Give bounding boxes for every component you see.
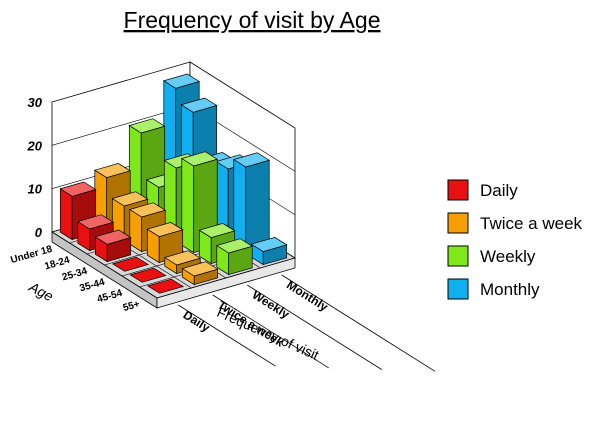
legend-item: Daily	[447, 179, 518, 201]
bar	[250, 237, 288, 266]
bar	[215, 238, 254, 276]
age-category-label: 18-24	[43, 255, 71, 273]
chart-bars	[59, 73, 288, 294]
bar	[146, 278, 185, 294]
z-tick-label: 30	[28, 95, 43, 110]
frequency-tick-label: Daily	[181, 308, 213, 335]
frequency-leader-line	[247, 284, 383, 370]
bar	[232, 152, 271, 255]
legend: Daily Twice a week Weekly Monthly	[447, 179, 583, 300]
legend-swatch	[447, 278, 469, 300]
bar	[94, 229, 132, 263]
z-tick-label: 10	[28, 182, 43, 197]
chart-title: Frequency of visit by Age	[124, 7, 381, 33]
age-category-label: 45-54	[96, 288, 124, 306]
frequency-axis-label: Frequency of visit	[215, 304, 322, 363]
legend-label: Monthly	[480, 280, 540, 299]
legend-item: Monthly	[447, 278, 540, 300]
z-tick-label: 0	[35, 225, 43, 240]
bar	[180, 151, 219, 254]
legend-label: Twice a week	[480, 214, 583, 233]
legend-swatch	[447, 212, 469, 234]
age-category-label: 25-34	[61, 266, 89, 284]
floor-side-edge	[156, 257, 296, 309]
frequency-leader-line	[212, 294, 329, 369]
frequency-leader-line	[178, 304, 276, 367]
z-tick-label: 20	[27, 138, 43, 153]
bar	[181, 261, 219, 286]
frequency-leader-line	[281, 274, 436, 372]
legend-item: Twice a week	[447, 212, 583, 234]
bar	[111, 256, 150, 272]
legend-swatch	[447, 179, 469, 201]
legend-label: Weekly	[480, 247, 536, 266]
frequency-tick-label: Weekly	[250, 288, 293, 322]
age-category-label: 55+	[122, 299, 141, 314]
age-axis-label: Age	[26, 278, 57, 304]
bar	[129, 267, 167, 283]
bar	[163, 250, 202, 275]
legend-item: Weekly	[447, 245, 536, 267]
legend-label: Daily	[480, 181, 518, 200]
legend-swatch	[447, 245, 469, 267]
age-category-label: 35-44	[78, 277, 106, 295]
